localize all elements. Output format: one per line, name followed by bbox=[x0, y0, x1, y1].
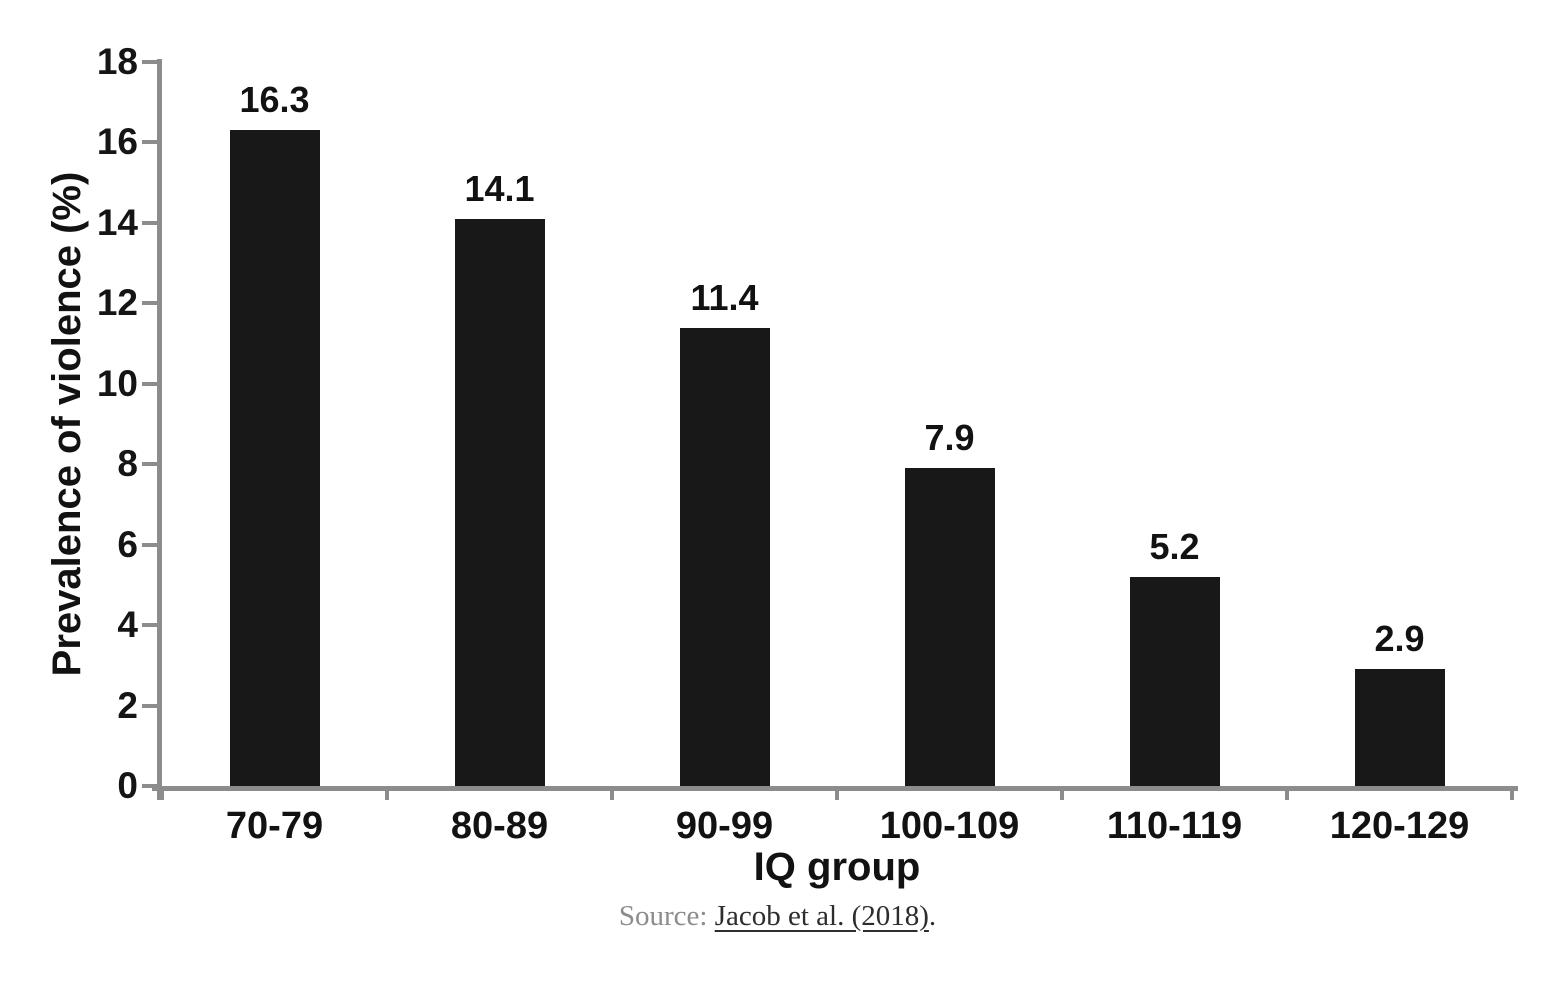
x-axis-tick bbox=[835, 786, 839, 800]
x-axis-tick bbox=[1060, 786, 1064, 800]
x-category-label: 90-99 bbox=[675, 805, 774, 847]
y-axis-tick-label: 4 bbox=[117, 604, 138, 646]
y-axis-tick-label: 0 bbox=[117, 765, 138, 806]
bar bbox=[679, 327, 770, 786]
y-axis-tick-label: 18 bbox=[96, 41, 138, 82]
x-category-label: 110-119 bbox=[1106, 805, 1243, 847]
x-axis-tick bbox=[385, 786, 389, 800]
y-axis-tick bbox=[142, 784, 157, 788]
plot-area: 0 2 4 6 8 10 12 14 16 18 16.3 70-79 14.1 80-89 11.4 90-… bbox=[97, 43, 1518, 845]
bar-value-label: 2.9 bbox=[1374, 618, 1425, 660]
y-axis-line bbox=[157, 59, 162, 800]
y-axis-tick-label: 12 bbox=[96, 282, 138, 324]
y-axis-tick bbox=[142, 623, 157, 628]
y-axis-tick bbox=[142, 140, 157, 145]
source-suffix: . bbox=[928, 900, 937, 932]
y-axis-tick-label: 16 bbox=[96, 121, 138, 163]
y-axis-tick-label: 14 bbox=[96, 201, 138, 243]
y-axis-tick-label: 10 bbox=[96, 362, 138, 404]
y-axis-tick-label: 2 bbox=[117, 684, 138, 726]
source-prefix: Source: bbox=[618, 900, 715, 932]
y-axis-tick bbox=[142, 462, 157, 467]
x-category-label: 80-89 bbox=[450, 805, 549, 847]
bar-value-label: 14.1 bbox=[464, 167, 535, 209]
source-link[interactable]: Jacob et al. (2018) bbox=[714, 900, 929, 932]
x-category-label: 70-79 bbox=[225, 805, 324, 847]
x-axis-tick bbox=[610, 786, 614, 800]
y-axis-tick bbox=[142, 703, 157, 708]
source-caption: Source: Jacob et al. (2018). bbox=[0, 897, 1555, 935]
bar-value-label: 16.3 bbox=[239, 79, 310, 121]
y-axis-tick-label: 6 bbox=[117, 523, 138, 565]
x-axis-title: IQ group bbox=[753, 845, 921, 889]
bar bbox=[1129, 576, 1220, 786]
y-axis-tick-label: 8 bbox=[117, 443, 138, 485]
bar-value-label: 5.2 bbox=[1149, 525, 1200, 567]
y-axis-tick bbox=[142, 60, 157, 64]
x-axis-tick bbox=[160, 786, 164, 800]
bar-value-label: 11.4 bbox=[690, 276, 759, 318]
y-axis-tick bbox=[142, 381, 157, 386]
x-category-label: 120-129 bbox=[1329, 805, 1470, 847]
x-axis-tick bbox=[1510, 786, 1514, 800]
bar bbox=[904, 468, 995, 786]
bar bbox=[454, 218, 545, 786]
bar bbox=[1354, 669, 1445, 786]
bar bbox=[229, 130, 320, 786]
y-axis-tick bbox=[142, 542, 157, 547]
y-axis-title: Prevalence of violence (%) bbox=[45, 171, 89, 677]
x-category-label: 100-109 bbox=[879, 805, 1020, 847]
y-axis-tick bbox=[142, 301, 157, 306]
bar-value-label: 7.9 bbox=[924, 417, 975, 459]
y-axis-tick bbox=[142, 220, 157, 225]
x-axis-tick bbox=[1285, 786, 1289, 800]
